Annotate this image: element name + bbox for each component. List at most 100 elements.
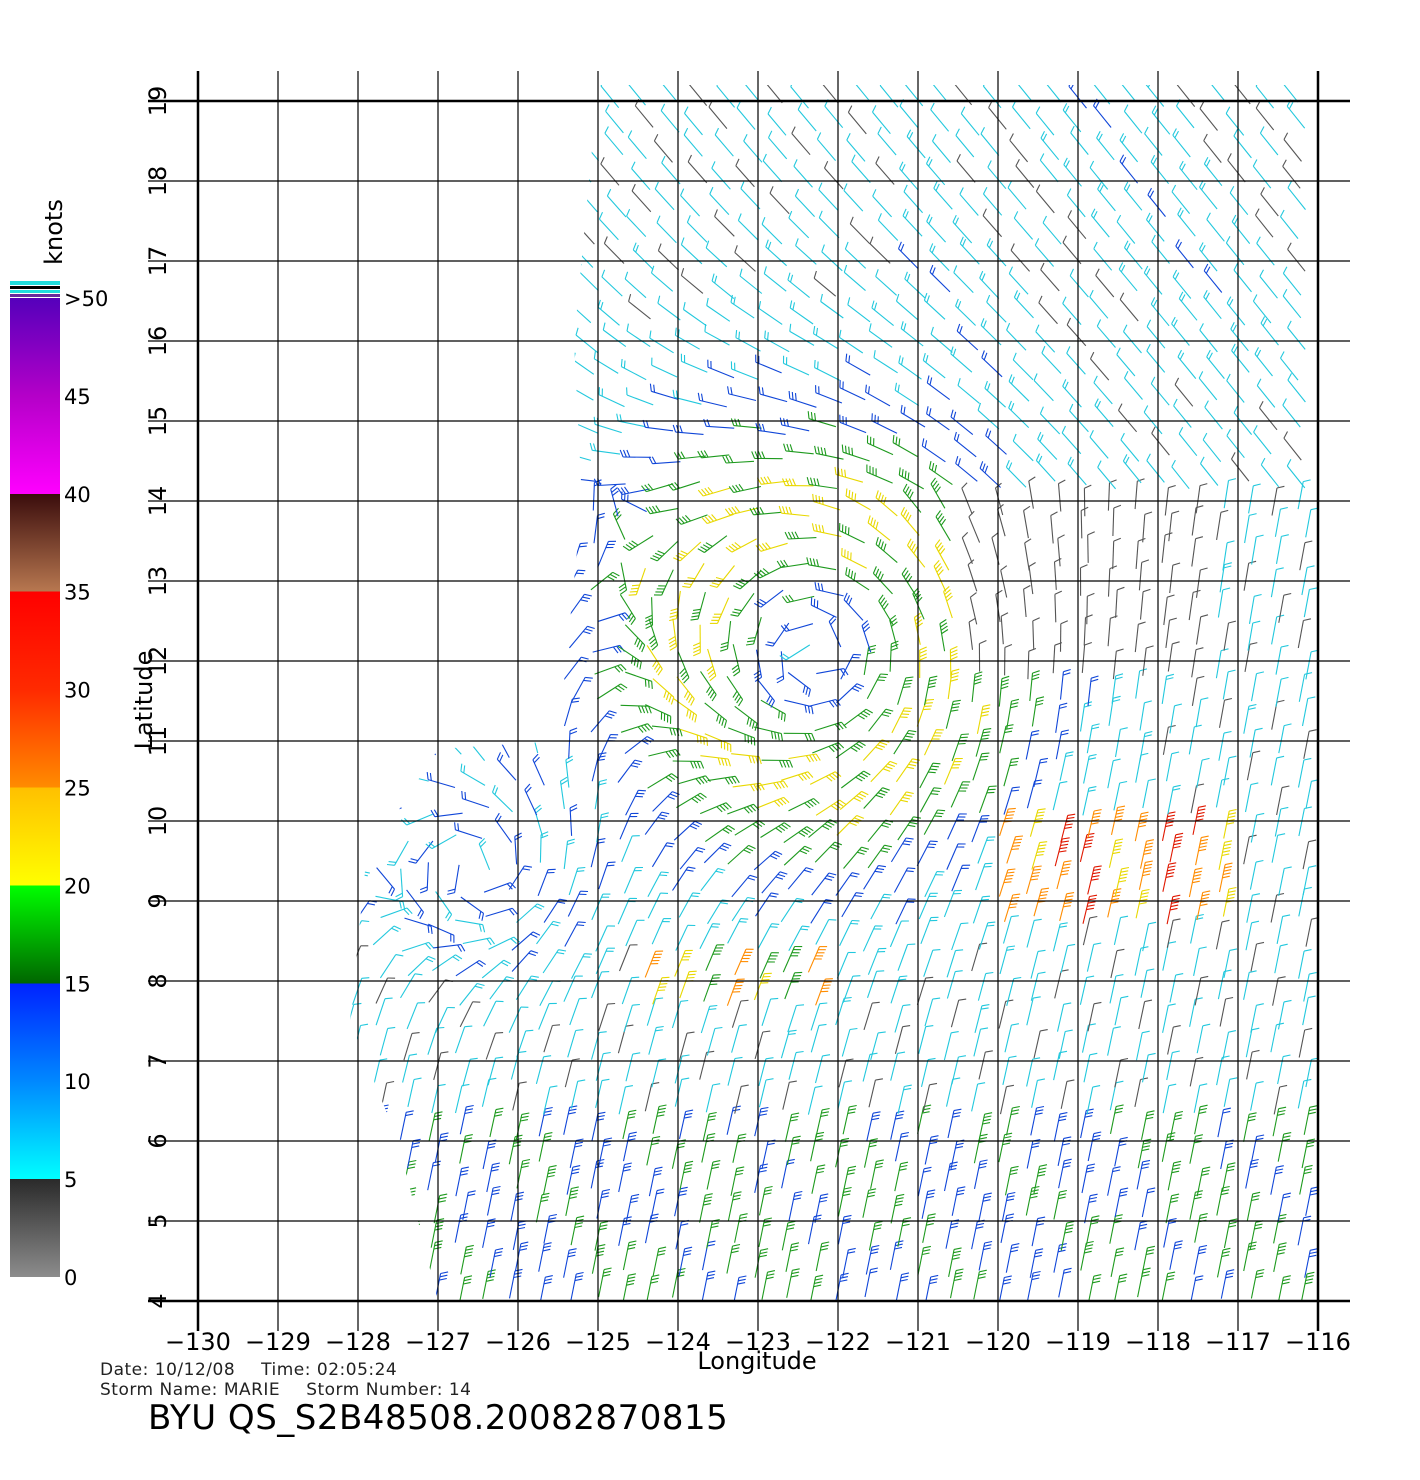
wind-barb-flag	[1119, 873, 1128, 877]
wind-barb	[484, 588, 501, 618]
wind-barb-flag	[391, 927, 399, 932]
wind-barb-flag	[877, 571, 882, 579]
wind-barb-shaft	[716, 565, 735, 588]
wind-barb	[1055, 729, 1070, 760]
wind-barb-shaft	[1000, 616, 1004, 645]
wind-barb-shaft	[1030, 951, 1039, 979]
wind-barb-flag	[775, 876, 784, 880]
wind-barb-flag	[830, 805, 838, 811]
wind-barb	[431, 1083, 446, 1114]
wind-barb-shaft	[647, 773, 672, 789]
wind-barb	[730, 1166, 745, 1196]
wind-barb-flag	[1303, 1171, 1312, 1175]
wind-barb	[732, 782, 765, 792]
wind-barb-shaft	[784, 1114, 793, 1142]
wind-barb-flag	[1304, 672, 1313, 675]
wind-barb-flag	[520, 1241, 529, 1245]
wind-barb-flag	[1003, 881, 1012, 884]
wind-barb-flag	[759, 569, 767, 576]
wind-barb	[808, 819, 838, 838]
wind-barb	[455, 919, 486, 933]
wind-barb-flag	[460, 763, 463, 772]
wind-barb-flag	[435, 485, 443, 489]
wind-barb-flag	[413, 1267, 421, 1271]
wind-barb-flag	[491, 1192, 500, 1196]
wind-barb-shaft	[648, 1027, 657, 1055]
wind-barb	[676, 792, 707, 809]
wind-barb-flag	[1141, 888, 1150, 892]
wind-barb-flag	[733, 671, 741, 677]
wind-barb-flag	[1083, 704, 1092, 708]
wind-barb-flag	[819, 1199, 827, 1203]
wind-barb-flag	[905, 837, 914, 840]
wind-barb	[406, 1002, 426, 1030]
wind-barb-flag	[845, 567, 848, 575]
wind-barb-flag	[543, 507, 552, 511]
wind-barb-flag	[576, 1271, 584, 1275]
wind-barb-flag	[785, 478, 790, 486]
wind-barb-flag	[1000, 565, 1008, 571]
wind-barb-shaft	[1028, 566, 1034, 595]
wind-barb-flag	[951, 1031, 959, 1034]
wind-barb-shaft	[761, 1272, 769, 1300]
wind-barb	[1302, 995, 1316, 1026]
wind-barb-flag	[1002, 1281, 1011, 1285]
wind-barb	[1113, 1273, 1128, 1301]
wind-barb-flag	[1084, 641, 1092, 646]
wind-barb-flag	[508, 908, 515, 916]
wind-barb	[441, 462, 463, 490]
wind-barb-flag	[1277, 1113, 1285, 1116]
wind-barb	[785, 1242, 800, 1272]
wind-barb-flag	[1039, 761, 1048, 764]
wind-barb-flag	[692, 612, 700, 615]
wind-barb-flag	[1146, 645, 1154, 649]
wind-barb-flag	[779, 655, 787, 661]
wind-barb-shaft	[1081, 644, 1086, 673]
wind-barb	[400, 813, 433, 826]
wind-barb-flag	[428, 955, 436, 960]
wind-barb-flag	[408, 1187, 417, 1190]
wind-barb	[1139, 700, 1152, 731]
wind-barb	[727, 1056, 743, 1086]
wind-barb-shaft	[1260, 464, 1280, 488]
wind-barb-flag	[1065, 751, 1074, 754]
wind-barb	[1023, 505, 1031, 539]
wind-barb-shaft	[403, 1033, 413, 1061]
wind-barb-shaft	[1082, 917, 1091, 946]
wind-barb-flag	[958, 998, 967, 1001]
wind-barb-shaft	[352, 755, 356, 784]
wind-barb-flag	[867, 1194, 875, 1198]
wind-barb-flag	[478, 959, 486, 966]
wind-barb-flag	[357, 1108, 366, 1112]
wind-barb-shaft	[481, 700, 490, 728]
wind-barb-flag	[1167, 865, 1176, 869]
wind-barb-flag	[675, 554, 683, 560]
wind-barb-flag	[949, 1164, 958, 1168]
wind-barb-flag	[1093, 809, 1102, 812]
wind-barb-flag	[1228, 478, 1237, 482]
wind-barb-flag	[851, 687, 860, 692]
wind-barb	[403, 1032, 420, 1061]
wind-barb-flag	[1175, 973, 1184, 976]
wind-barb-flag	[436, 641, 444, 645]
wind-barb-shaft	[1244, 644, 1251, 672]
wind-barb-flag	[760, 1110, 768, 1113]
wind-barb-flag	[482, 698, 489, 705]
wind-barb-flag	[328, 457, 331, 464]
wind-barb-shaft	[612, 513, 626, 540]
wind-barb-shaft	[1083, 1054, 1091, 1083]
wind-barb	[622, 535, 654, 551]
wind-barb-flag	[684, 515, 692, 522]
wind-barb-flag	[901, 713, 910, 715]
wind-barb-flag	[1276, 699, 1285, 703]
wind-barb-flag	[951, 706, 960, 709]
wind-barb-flag	[1137, 478, 1145, 482]
wind-barb-shaft	[945, 1221, 953, 1249]
wind-barb	[1165, 617, 1177, 648]
wind-barb-flag	[777, 732, 780, 741]
wind-barb-shaft	[350, 1275, 353, 1301]
wind-barb	[1299, 540, 1313, 571]
wind-barb-shaft	[427, 923, 455, 936]
wind-barb-flag	[804, 845, 812, 850]
wind-barb-flag	[1248, 1115, 1257, 1119]
